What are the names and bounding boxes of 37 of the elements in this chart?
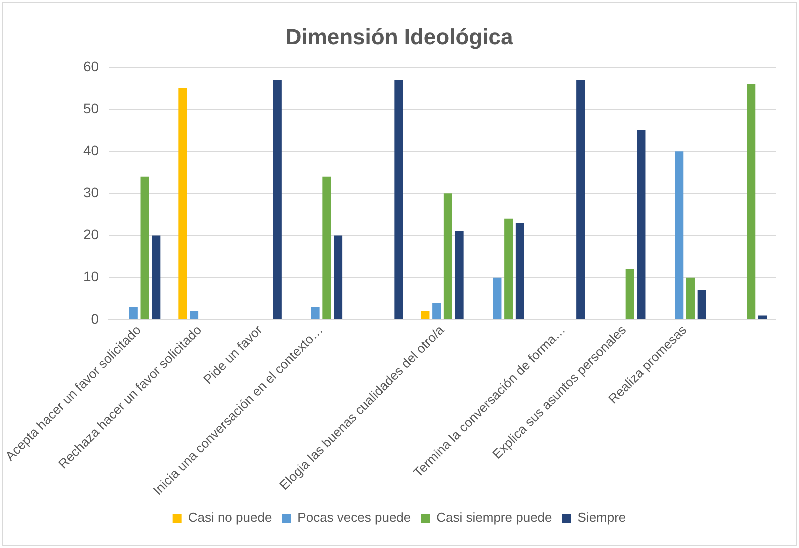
bar xyxy=(516,223,524,320)
legend-label: Siempre xyxy=(578,510,626,526)
legend-label: Casi no puede xyxy=(188,510,272,526)
bar xyxy=(686,278,695,320)
bar xyxy=(421,312,430,320)
bar xyxy=(178,88,188,320)
y-tick-label: 20 xyxy=(83,226,100,243)
bar xyxy=(129,307,138,320)
y-tick-label: 50 xyxy=(83,100,100,116)
bar xyxy=(334,236,343,320)
bar xyxy=(273,80,282,320)
chart-title: Dimensión Ideológica xyxy=(286,24,514,50)
legend-label: Casi siempre puede xyxy=(436,510,552,526)
y-tick-label: 30 xyxy=(83,184,100,201)
legend-label: Pocas veces puede xyxy=(298,510,412,526)
bar xyxy=(698,290,706,320)
bar xyxy=(432,303,442,320)
bar xyxy=(322,176,332,320)
bar xyxy=(152,236,161,320)
y-tick-label: 0 xyxy=(91,310,100,327)
y-tick-label: 40 xyxy=(83,142,100,158)
bar xyxy=(626,269,634,320)
bar xyxy=(493,278,502,320)
bar xyxy=(394,80,404,320)
y-tick-label: 10 xyxy=(83,268,100,285)
bar xyxy=(637,130,646,320)
bar xyxy=(758,316,767,320)
bar xyxy=(190,312,199,320)
bar xyxy=(444,194,452,320)
y-tick-label: 60 xyxy=(83,58,100,74)
bar xyxy=(504,218,514,320)
bar xyxy=(675,152,684,320)
bar xyxy=(455,232,464,320)
bar xyxy=(140,176,150,320)
bar xyxy=(311,307,320,320)
bar xyxy=(576,80,586,320)
bar xyxy=(747,84,756,320)
